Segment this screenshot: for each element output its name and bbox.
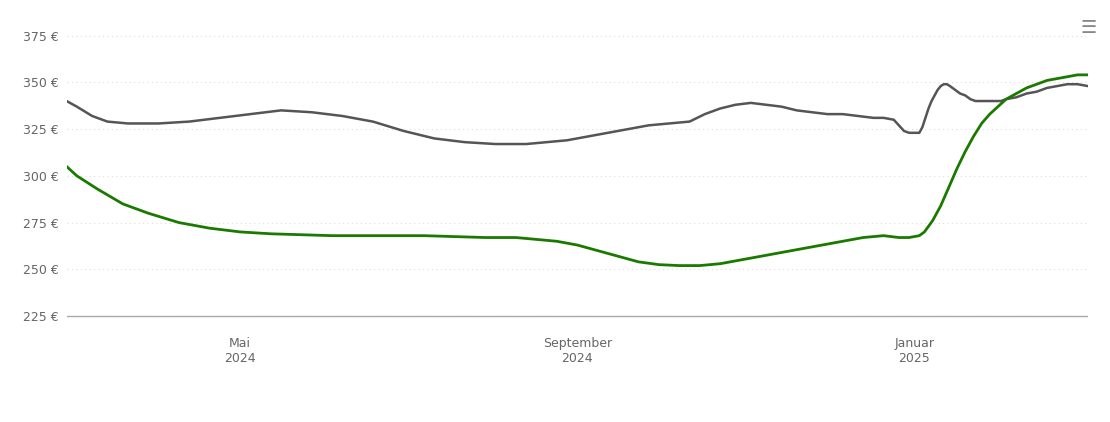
Text: ☰: ☰ <box>1080 19 1097 37</box>
